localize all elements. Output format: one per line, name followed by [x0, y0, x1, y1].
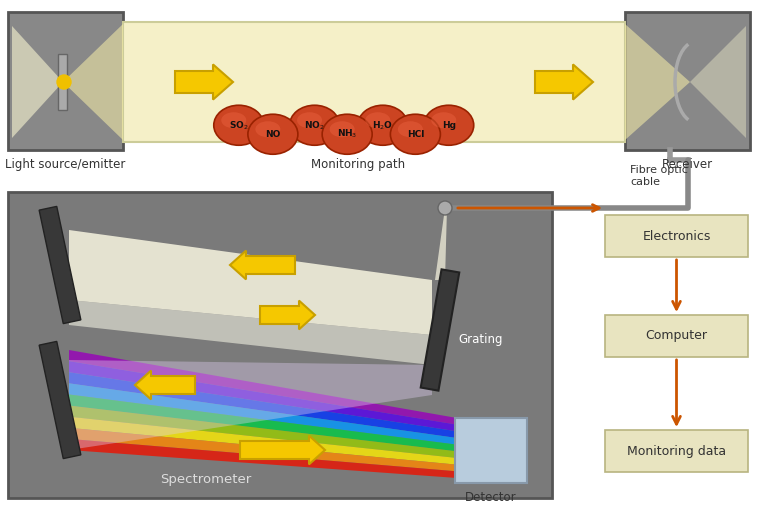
Polygon shape — [69, 383, 457, 445]
Ellipse shape — [221, 112, 246, 128]
Ellipse shape — [390, 114, 440, 154]
Polygon shape — [625, 24, 690, 140]
Bar — [455, 418, 527, 483]
Ellipse shape — [365, 112, 390, 128]
Ellipse shape — [322, 114, 372, 154]
Polygon shape — [69, 394, 457, 451]
Bar — [8, 192, 552, 498]
FancyArrow shape — [135, 371, 195, 400]
Ellipse shape — [214, 105, 264, 145]
Text: Hg: Hg — [442, 121, 456, 130]
FancyArrow shape — [230, 250, 295, 279]
Text: NO$_2$: NO$_2$ — [304, 119, 325, 131]
Polygon shape — [69, 372, 457, 438]
Text: Computer: Computer — [646, 329, 707, 343]
Polygon shape — [435, 208, 447, 280]
Text: Receiver: Receiver — [662, 158, 713, 171]
Polygon shape — [69, 361, 457, 431]
Polygon shape — [39, 342, 81, 459]
Polygon shape — [69, 406, 457, 458]
Ellipse shape — [248, 114, 298, 154]
Ellipse shape — [358, 105, 408, 145]
Text: SO$_2$: SO$_2$ — [229, 119, 249, 131]
Text: Monitoring data: Monitoring data — [627, 444, 726, 458]
Ellipse shape — [424, 105, 474, 145]
Ellipse shape — [297, 112, 322, 128]
Polygon shape — [69, 439, 457, 478]
Polygon shape — [63, 24, 123, 140]
Text: Grating: Grating — [458, 333, 503, 347]
Text: H$_2$O: H$_2$O — [372, 119, 393, 131]
Bar — [123, 22, 625, 142]
FancyArrow shape — [240, 436, 325, 464]
Polygon shape — [69, 360, 432, 450]
Bar — [605, 215, 748, 257]
Ellipse shape — [255, 121, 280, 137]
Polygon shape — [69, 428, 457, 471]
FancyArrow shape — [260, 301, 315, 329]
FancyArrow shape — [535, 65, 593, 100]
Bar — [58, 54, 67, 110]
FancyArrow shape — [175, 65, 233, 100]
Text: Spectrometer: Spectrometer — [160, 473, 251, 486]
Ellipse shape — [398, 121, 423, 137]
Ellipse shape — [431, 112, 456, 128]
Text: HCl: HCl — [407, 130, 424, 139]
Polygon shape — [690, 26, 746, 138]
Polygon shape — [69, 350, 457, 425]
Text: Electronics: Electronics — [642, 230, 711, 242]
Polygon shape — [69, 230, 432, 335]
Polygon shape — [69, 300, 432, 365]
Ellipse shape — [290, 105, 340, 145]
Text: Monitoring path: Monitoring path — [311, 158, 405, 171]
Bar — [625, 12, 750, 150]
Bar — [605, 430, 748, 472]
Text: NO: NO — [265, 130, 280, 139]
Text: Detector: Detector — [465, 491, 517, 504]
Text: Fibre optic
cable: Fibre optic cable — [630, 165, 688, 187]
Polygon shape — [39, 206, 81, 324]
Bar — [605, 315, 748, 357]
Ellipse shape — [330, 121, 355, 137]
Text: Light source/emitter: Light source/emitter — [5, 158, 126, 171]
Bar — [8, 12, 123, 150]
Polygon shape — [69, 417, 457, 465]
Polygon shape — [421, 269, 459, 390]
Circle shape — [57, 75, 71, 89]
Polygon shape — [12, 26, 63, 138]
Text: NH$_3$: NH$_3$ — [337, 128, 357, 140]
Circle shape — [438, 201, 452, 215]
